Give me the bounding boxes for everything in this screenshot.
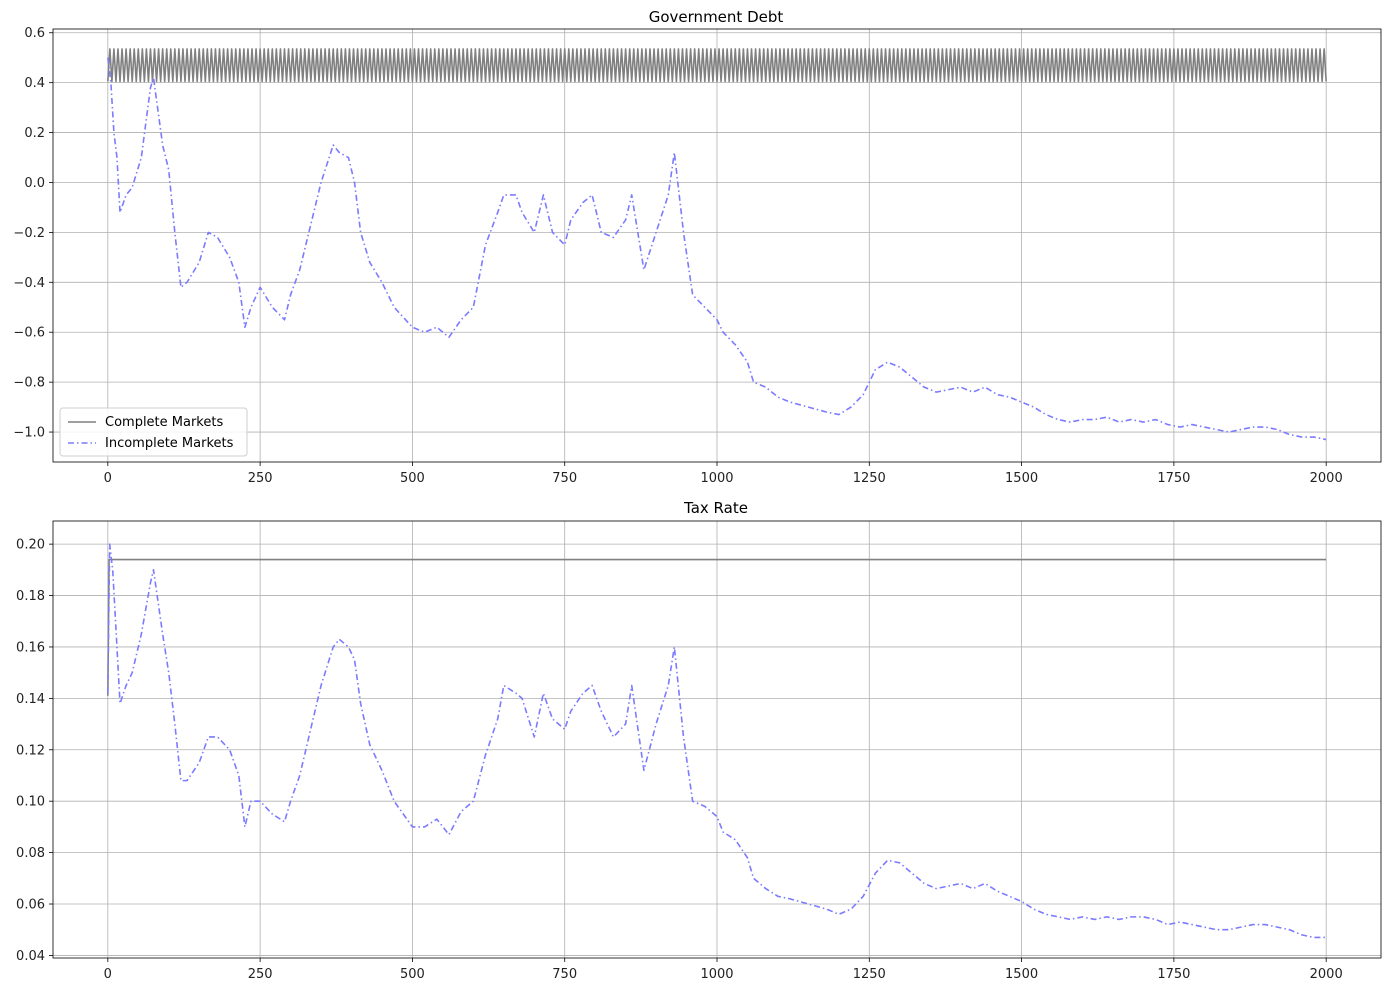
y-tick-label: 0.10: [16, 795, 45, 810]
y-tick-label: 0.2: [24, 126, 45, 141]
y-axis: 0.04 0.06 0.08 0.10 0.12 0.14 0.16 0.18 0.20: [16, 538, 53, 964]
grid-lines: [53, 521, 1381, 958]
x-tick-label: 1250: [853, 471, 886, 486]
y-tick-label: 0.0: [24, 176, 45, 191]
x-tick-label: 1500: [1005, 967, 1038, 982]
y-tick-label: −0.2: [13, 226, 45, 241]
x-axis: 0 250 500 750 1000 1250 1500 1750 2000: [104, 462, 1343, 486]
government-debt-panel: Government Debt 0 250 500 750 1000 1250 1500 17…: [13, 8, 1382, 486]
y-axis: −1.0 −0.8 −0.6 −0.4 −0.2 0.0 0.2 0.4 0.6: [13, 26, 53, 441]
chart-title: Government Debt: [649, 8, 784, 26]
y-tick-label: −0.8: [13, 376, 45, 391]
y-tick-label: 0.14: [16, 692, 45, 707]
legend-label-incomplete: Incomplete Markets: [105, 436, 234, 451]
x-tick-label: 250: [248, 471, 273, 486]
y-tick-label: 0.12: [16, 743, 45, 758]
x-tick-label: 0: [104, 967, 112, 982]
x-tick-label: 1500: [1005, 471, 1038, 486]
x-tick-label: 2000: [1310, 471, 1343, 486]
x-tick-label: 1000: [700, 471, 733, 486]
y-tick-label: 0.4: [24, 76, 45, 91]
x-tick-label: 750: [552, 471, 577, 486]
legend-box: [59, 407, 248, 457]
chart-title: Tax Rate: [683, 499, 748, 517]
y-tick-label: 0.08: [16, 846, 45, 861]
series-line-complete-markets: [107, 48, 1327, 83]
x-tick-label: 750: [552, 967, 577, 982]
y-tick-label: 0.20: [16, 538, 45, 553]
legend: Complete Markets Incomplete Markets: [59, 407, 248, 457]
y-tick-label: 0.04: [16, 949, 45, 964]
x-tick-label: 2000: [1310, 967, 1343, 982]
series-group: [107, 543, 1327, 939]
x-tick-label: 1750: [1157, 471, 1190, 486]
y-tick-label: −0.4: [13, 276, 45, 291]
x-tick-label: 1000: [700, 967, 733, 982]
x-tick-label: 500: [400, 967, 425, 982]
x-tick-label: 0: [104, 471, 112, 486]
x-tick-label: 1250: [853, 967, 886, 982]
x-tick-label: 250: [248, 967, 273, 982]
tax-rate-panel: Tax Rate 0 250 500 750 1000 1250 1500 1750 2000 …: [16, 499, 1382, 982]
series-group: [107, 48, 1327, 441]
legend-label-complete: Complete Markets: [105, 415, 223, 430]
y-tick-label: −0.6: [13, 326, 45, 341]
y-tick-label: 0.06: [16, 898, 45, 913]
series-line-incomplete-markets: [107, 57, 1327, 441]
x-tick-label: 1750: [1157, 967, 1190, 982]
y-tick-label: −1.0: [13, 426, 45, 441]
y-tick-label: 0.16: [16, 640, 45, 655]
x-axis: 0 250 500 750 1000 1250 1500 1750 2000: [104, 958, 1343, 982]
series-line-incomplete-markets: [107, 543, 1327, 939]
grid-lines: [53, 29, 1381, 462]
x-tick-label: 500: [400, 471, 425, 486]
y-tick-label: 0.18: [16, 589, 45, 604]
y-tick-label: 0.6: [24, 26, 45, 41]
